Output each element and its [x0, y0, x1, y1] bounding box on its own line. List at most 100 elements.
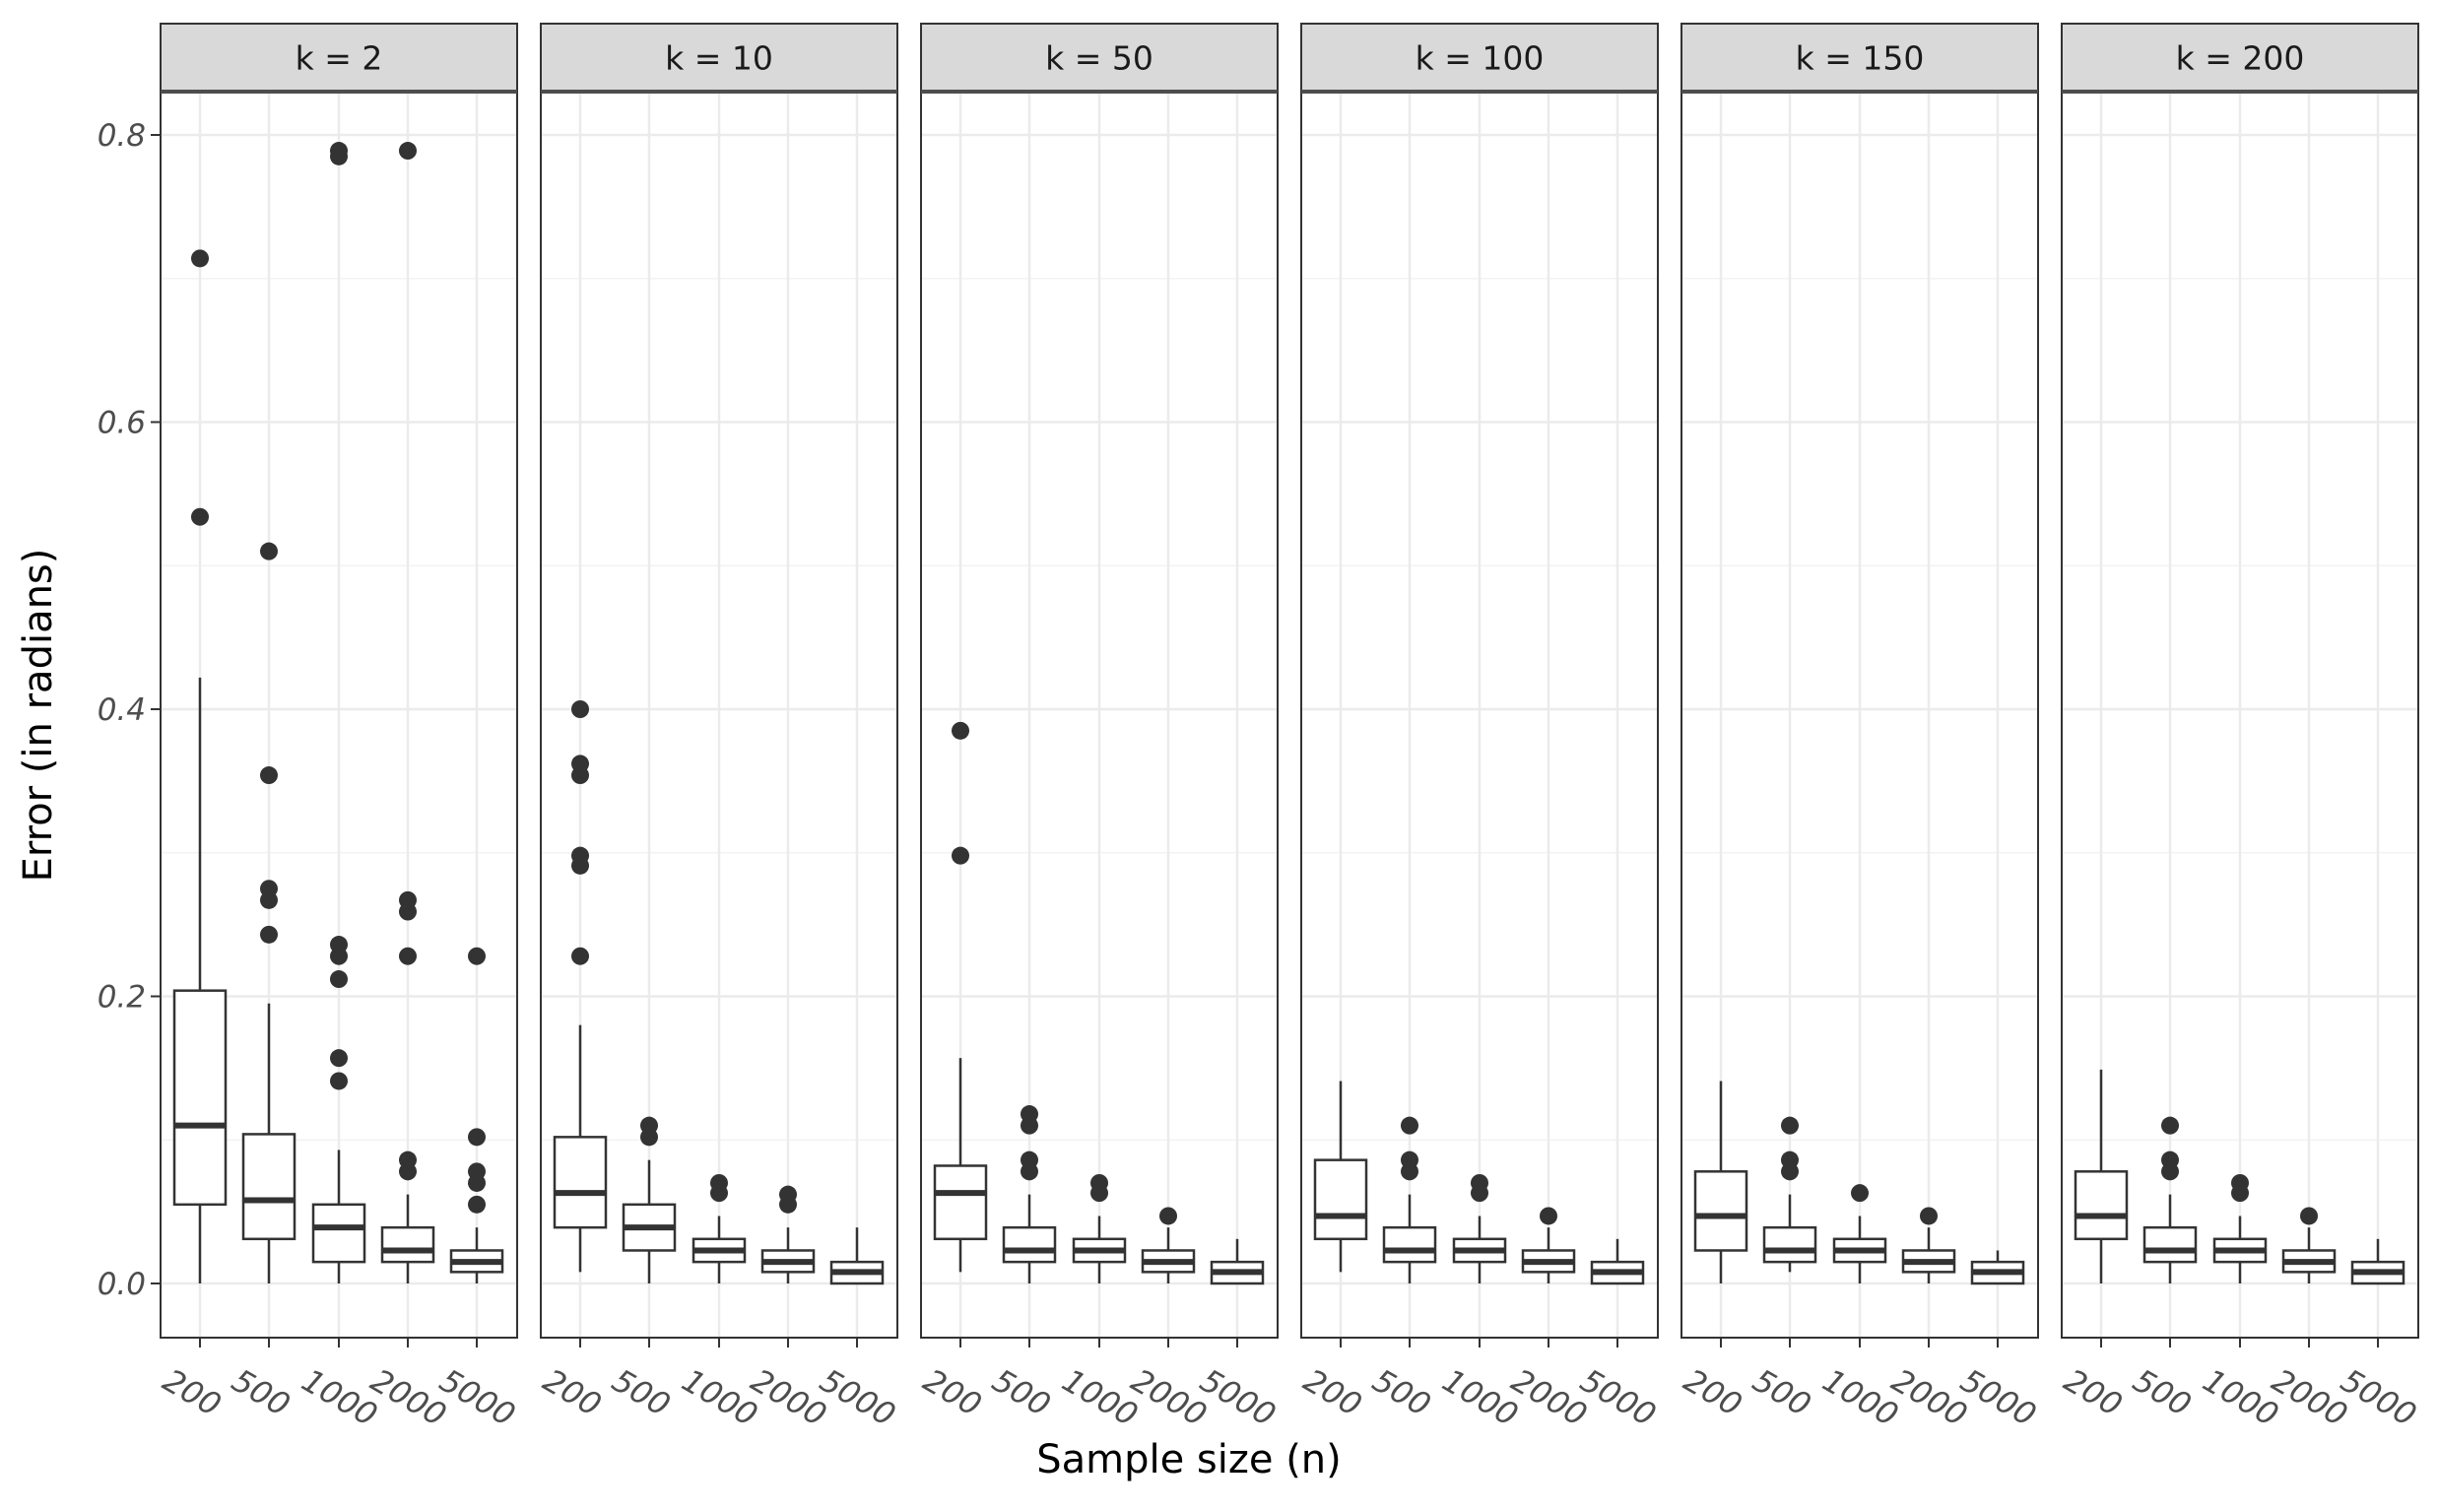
- box-500: [1762, 1116, 1817, 1273]
- box-2000: [1521, 1207, 1576, 1283]
- box-2000: [1141, 1207, 1196, 1283]
- box-iqr: [1313, 1158, 1368, 1241]
- box-iqr: [1002, 1225, 1057, 1264]
- facet-strip-label: k = 10: [665, 39, 773, 78]
- outlier-point: [1781, 1116, 1799, 1135]
- outlier-point: [399, 1150, 417, 1169]
- box-500: [1002, 1105, 1057, 1283]
- outlier-point: [571, 755, 589, 773]
- outlier-point: [260, 766, 278, 785]
- outlier-point: [2231, 1173, 2249, 1192]
- outlier-point: [710, 1173, 728, 1192]
- outlier-point: [468, 947, 486, 965]
- outlier-point: [1781, 1150, 1799, 1169]
- box-iqr: [1693, 1170, 1748, 1252]
- outlier-point: [191, 249, 209, 268]
- outlier-point: [330, 1072, 348, 1090]
- facet-strip-label: k = 100: [1416, 39, 1545, 78]
- outlier-point: [260, 880, 278, 898]
- box-1000: [692, 1173, 747, 1283]
- facet-strip: [1680, 23, 2039, 93]
- facet-strip-label: k = 50: [1045, 39, 1153, 78]
- box-5000: [829, 1227, 885, 1285]
- outlier-point: [1540, 1207, 1557, 1225]
- outlier-point: [468, 1162, 486, 1181]
- box-500: [241, 542, 297, 1283]
- outlier-point: [1021, 1150, 1038, 1169]
- outlier-point: [1401, 1150, 1418, 1169]
- y-tick-label: 0.2: [98, 980, 146, 1016]
- facet-strip: [540, 23, 898, 93]
- facet-strip: [160, 23, 518, 93]
- box-5000: [449, 947, 504, 1283]
- facet-strip-label: k = 200: [2176, 39, 2305, 78]
- outlier-point: [330, 936, 348, 954]
- box-iqr: [311, 1203, 366, 1264]
- box-5000: [1590, 1238, 1645, 1285]
- box-iqr: [553, 1136, 608, 1229]
- box-500: [622, 1116, 677, 1283]
- outlier-point: [399, 947, 417, 965]
- box-iqr: [933, 1164, 988, 1241]
- box-1000: [1832, 1184, 1887, 1283]
- outlier-point: [330, 142, 348, 161]
- box-5000: [1970, 1250, 2025, 1285]
- facet-strip: [1300, 23, 1659, 93]
- box-1000: [311, 142, 366, 1283]
- outlier-point: [1021, 1105, 1038, 1124]
- box-2000: [380, 142, 435, 1283]
- box-500: [1382, 1116, 1437, 1283]
- outlier-point: [571, 700, 589, 718]
- outlier-point: [952, 846, 969, 865]
- outlier-point: [640, 1116, 658, 1135]
- box-iqr: [172, 989, 228, 1207]
- box-200: [172, 249, 228, 1283]
- facet-strip-label: k = 2: [296, 39, 383, 78]
- outlier-point: [330, 1049, 348, 1068]
- y-axis-title: Error (in radians): [16, 549, 61, 883]
- box-iqr: [380, 1225, 435, 1264]
- outlier-point: [191, 507, 209, 526]
- box-iqr: [2074, 1170, 2129, 1241]
- box-1000: [1072, 1173, 1127, 1283]
- box-iqr: [241, 1133, 297, 1241]
- outlier-point: [260, 542, 278, 560]
- outlier-point: [571, 846, 589, 865]
- outlier-point: [952, 721, 969, 740]
- facet-strip-label: k = 150: [1796, 39, 1925, 78]
- box-iqr: [2142, 1225, 2198, 1264]
- box-2000: [1901, 1207, 1956, 1283]
- outlier-point: [1401, 1116, 1418, 1135]
- box-5000: [2350, 1238, 2405, 1285]
- outlier-point: [2161, 1150, 2179, 1169]
- outlier-point: [468, 1128, 486, 1147]
- outlier-point: [1851, 1184, 1869, 1203]
- box-200: [933, 721, 988, 1273]
- box-2000: [760, 1185, 816, 1283]
- outlier-point: [399, 142, 417, 161]
- facet-strip: [2061, 23, 2419, 93]
- outlier-point: [2161, 1116, 2179, 1135]
- outlier-point: [1471, 1173, 1488, 1192]
- outlier-point: [468, 1195, 486, 1214]
- box-200: [2074, 1069, 2129, 1283]
- x-axis-title: Sample size (n): [1036, 1437, 1342, 1482]
- outlier-point: [1090, 1173, 1108, 1192]
- y-tick-label: 0.6: [98, 406, 146, 441]
- outlier-point: [779, 1185, 797, 1204]
- box-200: [1313, 1081, 1368, 1273]
- y-tick-label: 0.8: [98, 118, 146, 154]
- box-iqr: [1762, 1225, 1817, 1264]
- box-1000: [1452, 1173, 1507, 1283]
- outlier-point: [1920, 1207, 1938, 1225]
- box-500: [2142, 1116, 2198, 1283]
- box-iqr: [1382, 1225, 1437, 1264]
